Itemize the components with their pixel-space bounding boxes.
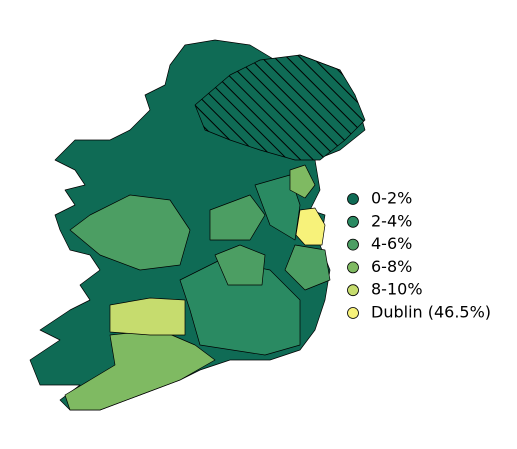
- region: [254, 174, 301, 241]
- legend-label: 0-2%: [371, 189, 412, 208]
- legend-label: 2-4%: [371, 211, 412, 230]
- region: [64, 329, 216, 411]
- region: [69, 194, 191, 271]
- legend: 0-2% 2-4% 4-6% 6-8% 8-10% Dublin (46.5%): [347, 189, 491, 322]
- region: [214, 244, 266, 286]
- legend-marker: [347, 307, 359, 319]
- legend-label: 8-10%: [371, 280, 423, 299]
- region: [209, 194, 266, 241]
- legend-label: 6-8%: [371, 257, 412, 276]
- region: [284, 244, 331, 291]
- northern-ireland: [194, 54, 366, 161]
- region: [295, 207, 326, 246]
- ireland: [29, 39, 366, 411]
- legend-marker: [347, 284, 359, 297]
- legend-label: Dublin (46.5%): [371, 303, 491, 322]
- region: [289, 164, 316, 199]
- legend-label: 4-6%: [371, 234, 412, 253]
- legend-marker: [347, 193, 359, 205]
- legend-marker: [347, 238, 359, 251]
- region: [109, 297, 186, 336]
- legend-marker: [347, 261, 359, 274]
- legend-marker: [347, 215, 359, 228]
